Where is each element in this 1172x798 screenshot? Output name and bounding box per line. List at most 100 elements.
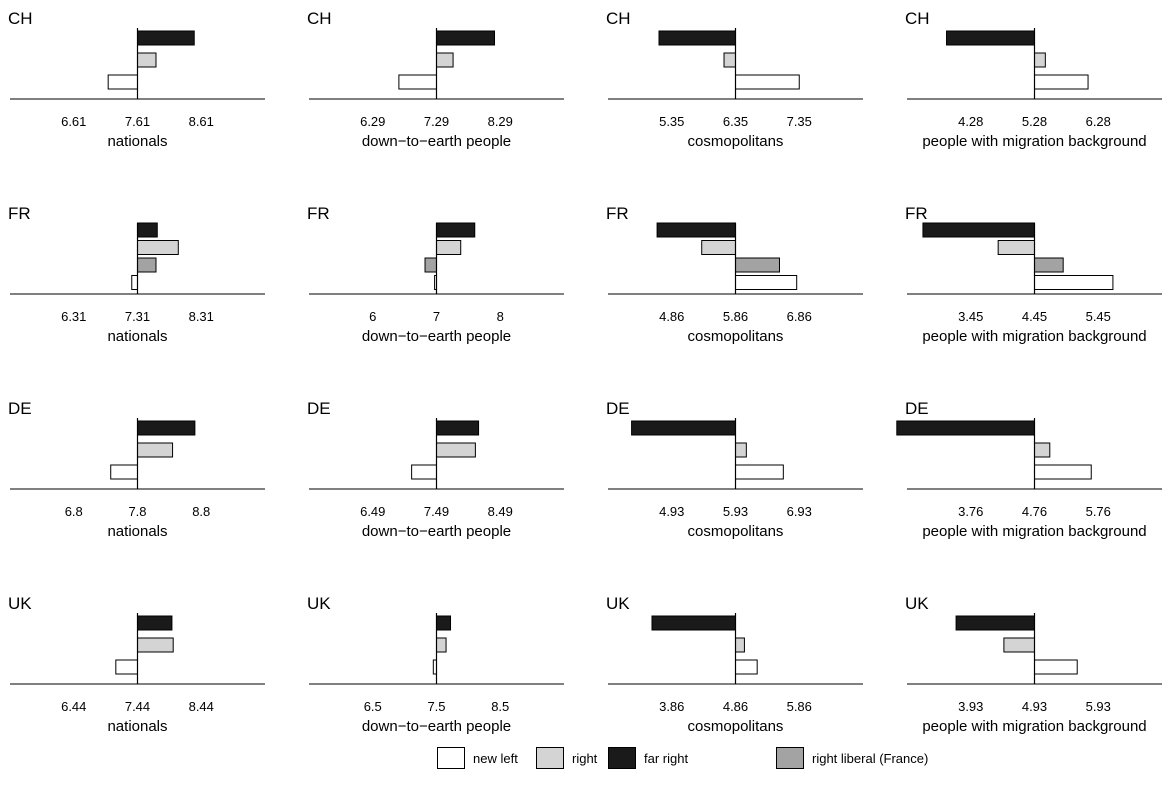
panel-de-cosmopolitans-x-label: cosmopolitans bbox=[688, 523, 784, 540]
panel-fr-people-with-migration-background-tick-label-2: 5.45 bbox=[1086, 309, 1111, 324]
panel-fr-down-to-earth-people-tick-label-1: 7 bbox=[433, 309, 440, 324]
panel-de-down-to-earth-people-bar-right bbox=[436, 442, 476, 458]
panel-de-people-with-migration-background-tick-label-1: 4.76 bbox=[1022, 504, 1047, 519]
panel-ch-people-with-migration-background-tick-label-1: 5.28 bbox=[1022, 114, 1047, 129]
panel-de-cosmopolitans-bar-right bbox=[735, 442, 747, 458]
panel-uk-cosmopolitans-tick-label-0: 3.86 bbox=[659, 699, 684, 714]
panel-uk-nationals-bar-new-left bbox=[115, 659, 138, 675]
panel-uk-nationals-tick-label-1: 7.44 bbox=[125, 699, 150, 714]
panel-de-nationals-tick-label-2: 8.8 bbox=[192, 504, 210, 519]
panel-uk-nationals-bar-right bbox=[137, 637, 174, 653]
panel-uk-down-to-earth-people-tick-label-2: 8.5 bbox=[491, 699, 509, 714]
panel-fr-people-with-migration-background-bar-right-liberal-france bbox=[1034, 257, 1064, 273]
panel-de-down-to-earth-people-country-label: DE bbox=[307, 399, 331, 418]
panel-fr-cosmopolitans-tick-label-1: 5.86 bbox=[723, 309, 748, 324]
panel-uk-people-with-migration-background-tick-label-1: 4.93 bbox=[1022, 699, 1047, 714]
panel-uk-down-to-earth-people-country-label: UK bbox=[307, 594, 331, 613]
panel-ch-cosmopolitans-tick-label-0: 5.35 bbox=[659, 114, 684, 129]
panel-ch-cosmopolitans-tick-label-2: 7.35 bbox=[787, 114, 812, 129]
panel-ch-down-to-earth-people-tick-label-0: 6.29 bbox=[360, 114, 385, 129]
panel-uk-people-with-migration-background-country-label: UK bbox=[905, 594, 929, 613]
panel-ch-nationals-tick-label-1: 7.61 bbox=[125, 114, 150, 129]
panel-fr-people-with-migration-background-bar-far-right bbox=[922, 222, 1035, 238]
panel-de-people-with-migration-background-bar-right bbox=[1034, 442, 1051, 458]
panel-de-people-with-migration-background-bar-new-left bbox=[1034, 464, 1092, 480]
panel-ch-cosmopolitans-tick-label-1: 6.35 bbox=[723, 114, 748, 129]
panel-ch-people-with-migration-background-bar-new-left bbox=[1034, 74, 1089, 90]
panel-de-people-with-migration-background-bar-far-right bbox=[896, 420, 1035, 436]
panel-uk-nationals-tick-label-2: 8.44 bbox=[189, 699, 214, 714]
panel-de-down-to-earth-people-bar-far-right bbox=[436, 420, 480, 436]
panel-fr-nationals-bar-far-right bbox=[137, 222, 158, 238]
panel-de-people-with-migration-background-tick-label-2: 5.76 bbox=[1086, 504, 1111, 519]
panel-uk-cosmopolitans-bar-far-right bbox=[651, 615, 736, 631]
panel-uk-people-with-migration-background-tick-label-0: 3.93 bbox=[958, 699, 983, 714]
panel-de-cosmopolitans-tick-label-0: 4.93 bbox=[659, 504, 684, 519]
panel-fr-nationals-tick-label-1: 7.31 bbox=[125, 309, 150, 324]
panel-de-nationals-bar-right bbox=[137, 442, 174, 458]
panel-de-nationals-tick-label-0: 6.8 bbox=[65, 504, 83, 519]
panel-de-cosmopolitans-bar-new-left bbox=[735, 464, 784, 480]
panel-de-nationals-bar-new-left bbox=[110, 464, 138, 480]
panel-fr-nationals-bar-right bbox=[137, 240, 179, 255]
panel-ch-people-with-migration-background-tick-label-0: 4.28 bbox=[958, 114, 983, 129]
panel-fr-people-with-migration-background-bar-right bbox=[997, 240, 1035, 255]
panel-de-people-with-migration-background-country-label: DE bbox=[905, 399, 929, 418]
panel-de-down-to-earth-people-tick-label-2: 8.49 bbox=[488, 504, 513, 519]
panel-ch-cosmopolitans-x-label: cosmopolitans bbox=[688, 133, 784, 150]
panel-fr-cosmopolitans-tick-label-0: 4.86 bbox=[659, 309, 684, 324]
panel-ch-people-with-migration-background-x-label: people with migration background bbox=[922, 133, 1146, 150]
panel-uk-people-with-migration-background-bar-right bbox=[1003, 637, 1036, 653]
panel-fr-nationals-bar-right-liberal-france bbox=[137, 257, 157, 273]
panel-de-cosmopolitans-tick-label-2: 6.93 bbox=[787, 504, 812, 519]
panel-ch-down-to-earth-people-tick-label-1: 7.29 bbox=[424, 114, 449, 129]
panel-uk-nationals-country-label: UK bbox=[8, 594, 32, 613]
panel-fr-cosmopolitans-bar-right-liberal-france bbox=[735, 257, 780, 273]
panel-de-people-with-migration-background-x-label: people with migration background bbox=[922, 523, 1146, 540]
panel-fr-down-to-earth-people-bar-right bbox=[436, 240, 462, 255]
panel-uk-cosmopolitans-country-label: UK bbox=[606, 594, 630, 613]
panel-ch-cosmopolitans-country-label: CH bbox=[606, 9, 631, 28]
panel-fr-cosmopolitans-x-label: cosmopolitans bbox=[688, 328, 784, 345]
panel-uk-cosmopolitans-x-label: cosmopolitans bbox=[688, 718, 784, 735]
panel-ch-cosmopolitans-bar-right bbox=[723, 52, 737, 68]
panel-ch-people-with-migration-background-country-label: CH bbox=[905, 9, 930, 28]
panel-uk-down-to-earth-people-bar-right bbox=[436, 637, 447, 653]
panel-uk-nationals-tick-label-0: 6.44 bbox=[61, 699, 86, 714]
panel-fr-down-to-earth-people-bar-right-liberal-france bbox=[424, 257, 437, 273]
panel-fr-people-with-migration-background-x-label: people with migration background bbox=[922, 328, 1146, 345]
panel-ch-down-to-earth-people-bar-far-right bbox=[436, 30, 496, 46]
panel-ch-nationals-bar-right bbox=[137, 52, 157, 68]
panel-uk-cosmopolitans-tick-label-2: 5.86 bbox=[787, 699, 812, 714]
panel-de-nationals-bar-far-right bbox=[137, 420, 196, 436]
panel-ch-people-with-migration-background-bar-far-right bbox=[946, 30, 1036, 46]
panel-ch-people-with-migration-background-bar-right bbox=[1034, 52, 1046, 68]
panel-ch-down-to-earth-people-bar-right bbox=[436, 52, 454, 68]
panel-de-down-to-earth-people-x-label: down−to−earth people bbox=[362, 523, 511, 540]
panel-fr-down-to-earth-people-tick-label-0: 6 bbox=[369, 309, 376, 324]
panel-ch-nationals-country-label: CH bbox=[8, 9, 33, 28]
panel-fr-people-with-migration-background-bar-new-left bbox=[1034, 275, 1114, 290]
panel-uk-cosmopolitans-tick-label-1: 4.86 bbox=[723, 699, 748, 714]
panel-fr-nationals-tick-label-2: 8.31 bbox=[189, 309, 214, 324]
panel-uk-people-with-migration-background-bar-new-left bbox=[1034, 659, 1078, 675]
panel-uk-cosmopolitans-bar-right bbox=[735, 637, 745, 653]
panel-fr-people-with-migration-background-country-label: FR bbox=[905, 204, 928, 223]
panel-ch-nationals-tick-label-2: 8.61 bbox=[189, 114, 214, 129]
panel-fr-cosmopolitans-country-label: FR bbox=[606, 204, 629, 223]
panel-uk-down-to-earth-people-tick-label-1: 7.5 bbox=[427, 699, 445, 714]
panel-uk-cosmopolitans-bar-new-left bbox=[735, 659, 758, 675]
panel-de-down-to-earth-people-tick-label-1: 7.49 bbox=[424, 504, 449, 519]
panel-fr-down-to-earth-people-x-label: down−to−earth people bbox=[362, 328, 511, 345]
panel-fr-nationals-bar-new-left bbox=[131, 275, 138, 290]
panel-de-nationals-tick-label-1: 7.8 bbox=[128, 504, 146, 519]
panel-ch-people-with-migration-background-tick-label-2: 6.28 bbox=[1086, 114, 1111, 129]
panel-fr-nationals-country-label: FR bbox=[8, 204, 31, 223]
panel-fr-people-with-migration-background-tick-label-1: 4.45 bbox=[1022, 309, 1047, 324]
panel-fr-cosmopolitans-bar-far-right bbox=[656, 222, 737, 238]
panel-de-cosmopolitans-country-label: DE bbox=[606, 399, 630, 418]
panel-uk-down-to-earth-people-tick-label-0: 6.5 bbox=[364, 699, 382, 714]
panel-ch-nationals-bar-new-left bbox=[107, 74, 139, 90]
panel-fr-people-with-migration-background-tick-label-0: 3.45 bbox=[958, 309, 983, 324]
